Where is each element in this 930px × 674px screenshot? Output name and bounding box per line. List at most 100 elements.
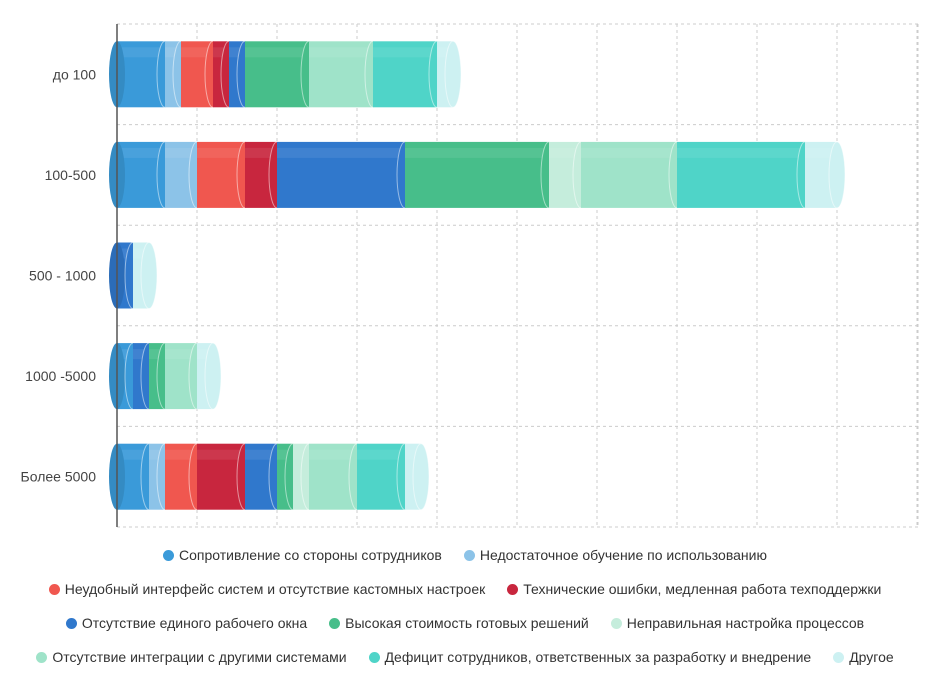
bar-body	[405, 141, 549, 208]
bar-segment	[109, 40, 174, 108]
bar-highlight	[149, 349, 165, 360]
legend-marker	[463, 549, 475, 561]
bar-segment	[677, 141, 814, 209]
legend-label: Технические ошибки, медленная работа тех…	[523, 581, 882, 597]
legend-marker	[163, 549, 175, 561]
bar-segment	[405, 141, 558, 209]
bar-highlight	[117, 449, 149, 460]
bar-highlight	[229, 47, 245, 58]
bar-group	[109, 141, 846, 209]
bar-highlight	[277, 449, 293, 460]
legend-label: Дефицит сотрудников, ответственных за ра…	[384, 649, 812, 665]
legend-item[interactable]: Дефицит сотрудников, ответственных за ра…	[368, 649, 812, 665]
bar-highlight	[245, 147, 277, 158]
legend-marker	[507, 583, 519, 595]
legend-row: Сопротивление со стороны сотрудников Недо…	[0, 538, 930, 572]
bar-body	[309, 41, 373, 108]
bar-highlight	[165, 349, 197, 360]
bar-segment	[245, 40, 318, 108]
bar-highlight	[245, 47, 309, 58]
bar-highlight	[677, 147, 805, 158]
legend-item[interactable]: Сопротивление со стороны сотрудников	[163, 547, 442, 563]
bar-highlight	[309, 47, 373, 58]
bar-highlight	[277, 147, 405, 158]
category-label: до 100	[53, 66, 96, 82]
bar-highlight	[581, 147, 677, 158]
legend-label: Высокая стоимость готовых решений	[345, 615, 589, 631]
legend: Сопротивление со стороны сотрудников Недо…	[0, 538, 930, 674]
bar-highlight	[133, 248, 149, 259]
bar-layer	[109, 40, 846, 511]
bar-highlight	[181, 47, 213, 58]
bar-segment	[581, 141, 686, 209]
legend-item[interactable]: Недостаточное обучение по использованию	[463, 547, 767, 563]
bar-segment	[437, 40, 462, 108]
legend-label: Неправильная настройка процессов	[626, 615, 865, 631]
category-label: Более 5000	[21, 469, 97, 485]
legend-marker	[833, 651, 845, 663]
bar-highlight	[133, 349, 149, 360]
bar-highlight	[117, 47, 165, 58]
bar-body	[677, 141, 805, 208]
bar-highlight	[245, 449, 277, 460]
grid-lines	[117, 23, 919, 528]
bar-segment	[197, 141, 254, 209]
bar-segment	[405, 443, 430, 511]
bar-segment	[133, 242, 158, 309]
bar-highlight	[293, 449, 309, 460]
bar-highlight	[165, 147, 197, 158]
legend-label: Сопротивление со стороны сотрудников	[179, 547, 442, 563]
bar-highlight	[805, 147, 837, 158]
legend-label: Отсутствие единого рабочего окна	[81, 615, 308, 631]
bar-highlight	[165, 449, 197, 460]
bar-segment	[309, 40, 382, 108]
legend-label: Неудобный интерфейс систем и отсутствие …	[64, 581, 486, 597]
bar-highlight	[117, 248, 133, 259]
category-label: 500 - 1000	[29, 268, 96, 284]
legend-item[interactable]: Технические ошибки, медленная работа тех…	[507, 581, 881, 597]
bar-body	[245, 41, 309, 108]
bar-group	[109, 242, 158, 309]
bar-highlight	[437, 47, 453, 58]
legend-row: Неудобный интерфейс систем и отсутствие …	[0, 572, 930, 606]
stacked-bar-chart: до 100 100-500 500 - 1000 1000 -5000 Более 5…	[21, 23, 919, 528]
legend-item[interactable]: Высокая стоимость готовых решений	[329, 615, 589, 631]
legend-item[interactable]: Неправильная настройка процессов	[610, 615, 865, 631]
legend-item[interactable]: Отсутствие интеграции с другими системам…	[36, 649, 347, 665]
bar-highlight	[149, 449, 165, 460]
bar-segment	[277, 141, 414, 209]
bar-cap-right	[204, 342, 222, 410]
bar-body	[581, 141, 677, 208]
bar-highlight	[357, 449, 405, 460]
bar-body	[373, 41, 437, 108]
bar-cap-right	[412, 443, 430, 511]
legend-item[interactable]: Другое	[833, 649, 894, 665]
legend-label: Отсутствие интеграции с другими системам…	[52, 649, 347, 665]
legend-item[interactable]: Неудобный интерфейс систем и отсутствие …	[48, 581, 486, 597]
category-labels: до 100 100-500 500 - 1000 1000 -5000 Более 5…	[21, 66, 97, 484]
bar-segment	[373, 40, 446, 108]
legend-marker	[610, 617, 622, 629]
bar-highlight	[197, 349, 213, 360]
legend-marker	[329, 617, 341, 629]
bar-highlight	[197, 449, 245, 460]
legend-item[interactable]: Отсутствие единого рабочего окна	[65, 615, 308, 631]
legend-marker	[36, 651, 48, 663]
bar-segment	[805, 141, 846, 209]
legend-marker	[368, 651, 380, 663]
bar-group	[109, 342, 222, 410]
bar-highlight	[373, 47, 437, 58]
bar-segment	[357, 443, 414, 511]
category-label: 100-500	[45, 167, 97, 183]
legend-row: Отсутствие единого рабочего окна Высокая …	[0, 606, 930, 640]
bar-highlight	[117, 147, 165, 158]
bar-highlight	[213, 47, 229, 58]
bar-highlight	[197, 147, 245, 158]
bar-segment	[197, 443, 254, 511]
bar-cap-right	[140, 242, 158, 309]
bar-cap-right	[828, 141, 846, 209]
legend-marker	[48, 583, 60, 595]
bar-cap-right	[444, 40, 462, 108]
bar-group	[109, 443, 430, 511]
bar-segment	[109, 141, 174, 209]
